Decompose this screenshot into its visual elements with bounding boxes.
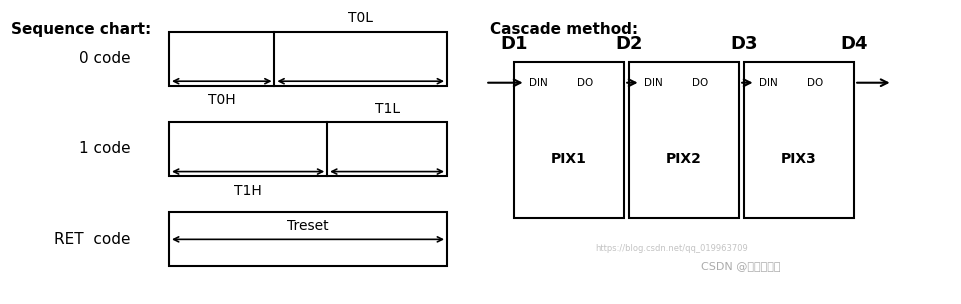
Text: DIN: DIN [530, 78, 548, 88]
Text: Cascade method:: Cascade method: [490, 22, 638, 37]
Text: DO: DO [578, 78, 594, 88]
Text: D3: D3 [730, 35, 758, 53]
Text: PIX2: PIX2 [666, 152, 702, 166]
Text: PIX1: PIX1 [552, 152, 587, 166]
Text: T0L: T0L [348, 12, 373, 26]
Text: https://blog.csdn.net/qq_019963709: https://blog.csdn.net/qq_019963709 [596, 244, 749, 253]
Text: Sequence chart:: Sequence chart: [11, 22, 151, 37]
Text: RET  code: RET code [54, 232, 131, 247]
Text: 1 code: 1 code [79, 141, 131, 157]
Text: PIX3: PIX3 [781, 152, 817, 166]
Text: D2: D2 [615, 35, 643, 53]
Text: DIN: DIN [645, 78, 663, 88]
Text: T0H: T0H [208, 93, 235, 107]
Text: Treset: Treset [287, 219, 329, 233]
Text: DO: DO [807, 78, 824, 88]
Text: D1: D1 [501, 35, 528, 53]
Text: D4: D4 [841, 35, 868, 53]
Text: T1L: T1L [375, 102, 400, 116]
Text: 0 code: 0 code [79, 51, 131, 66]
Text: T1H: T1H [234, 184, 262, 198]
Text: DIN: DIN [759, 78, 778, 88]
Text: DO: DO [692, 78, 708, 88]
Text: CSDN @現実逃避と: CSDN @現実逃避と [701, 261, 780, 271]
